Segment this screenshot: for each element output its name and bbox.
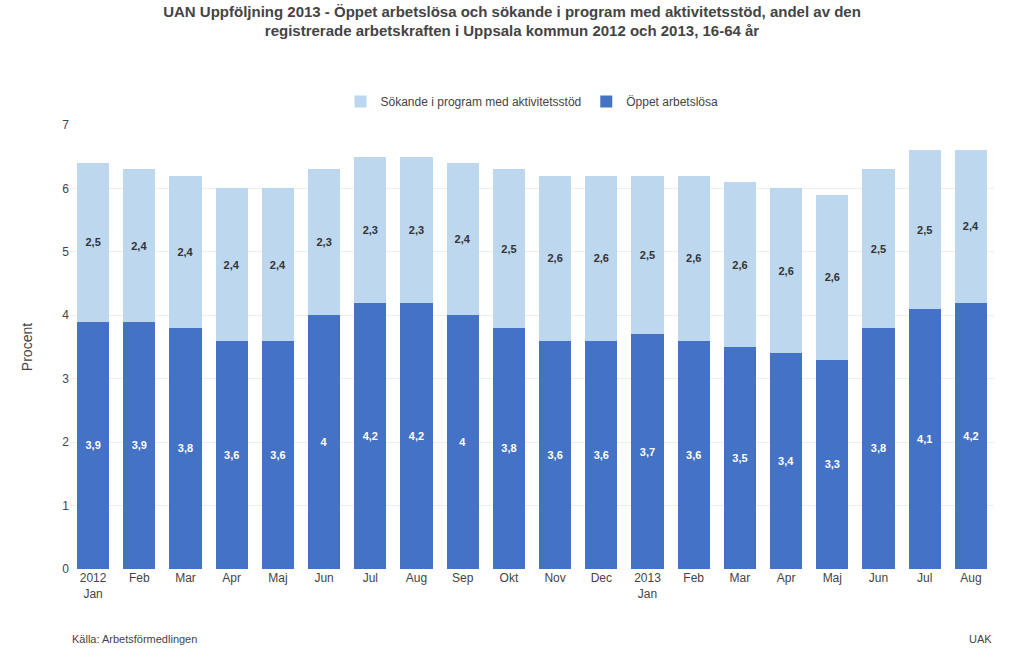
svg-text:Aug: Aug <box>406 571 427 585</box>
svg-text:6: 6 <box>62 182 69 196</box>
svg-text:2,6: 2,6 <box>825 271 840 283</box>
svg-text:2,5: 2,5 <box>640 249 655 261</box>
svg-text:Feb: Feb <box>683 571 704 585</box>
svg-text:3,8: 3,8 <box>871 442 886 454</box>
svg-text:Apr: Apr <box>222 571 241 585</box>
svg-text:3: 3 <box>62 372 69 386</box>
svg-text:4,1: 4,1 <box>917 433 932 445</box>
svg-text:3,9: 3,9 <box>132 439 147 451</box>
svg-text:2,5: 2,5 <box>871 243 886 255</box>
svg-text:Jul: Jul <box>363 571 378 585</box>
svg-text:Nov: Nov <box>544 571 565 585</box>
svg-text:2,5: 2,5 <box>917 224 932 236</box>
svg-text:Öppet arbetslösa: Öppet arbetslösa <box>626 95 718 109</box>
svg-text:3,6: 3,6 <box>547 449 562 461</box>
svg-text:UAN Uppföljning 2013 - Öppet a: UAN Uppföljning 2013 - Öppet arbetslösa … <box>163 3 861 40</box>
svg-text:3,8: 3,8 <box>501 442 516 454</box>
svg-text:3,8: 3,8 <box>178 442 193 454</box>
svg-text:4: 4 <box>321 436 328 448</box>
svg-text:2,3: 2,3 <box>363 224 378 236</box>
svg-text:4,2: 4,2 <box>363 430 378 442</box>
svg-text:4,2: 4,2 <box>963 430 978 442</box>
svg-text:2,5: 2,5 <box>85 236 100 248</box>
svg-text:2,6: 2,6 <box>778 265 793 277</box>
svg-text:4: 4 <box>459 436 466 448</box>
svg-text:3,7: 3,7 <box>640 446 655 458</box>
svg-text:2,4: 2,4 <box>224 259 240 271</box>
svg-text:Sökande i program med aktivite: Sökande i program med aktivitetsstöd <box>381 95 582 109</box>
svg-text:2: 2 <box>62 435 69 449</box>
svg-text:Sep: Sep <box>452 571 474 585</box>
svg-text:2,6: 2,6 <box>686 252 701 264</box>
svg-text:Dec: Dec <box>591 571 612 585</box>
svg-text:3,6: 3,6 <box>686 449 701 461</box>
svg-text:3,6: 3,6 <box>594 449 609 461</box>
svg-text:2,4: 2,4 <box>270 259 286 271</box>
svg-text:2,4: 2,4 <box>455 233 471 245</box>
svg-text:Apr: Apr <box>777 571 796 585</box>
svg-text:Mar: Mar <box>730 571 751 585</box>
svg-text:3,6: 3,6 <box>224 449 239 461</box>
svg-text:2013Jan: 2013Jan <box>634 571 661 601</box>
svg-text:Maj: Maj <box>823 571 842 585</box>
svg-text:3,9: 3,9 <box>85 439 100 451</box>
svg-text:Aug: Aug <box>960 571 981 585</box>
svg-text:Feb: Feb <box>129 571 150 585</box>
svg-text:Jun: Jun <box>314 571 333 585</box>
svg-text:2012Jan: 2012Jan <box>80 571 107 601</box>
svg-text:2,3: 2,3 <box>409 224 424 236</box>
svg-text:Jul: Jul <box>917 571 932 585</box>
svg-text:UAK: UAK <box>969 633 992 645</box>
svg-text:1: 1 <box>62 499 69 513</box>
svg-text:2,6: 2,6 <box>547 252 562 264</box>
svg-text:3,3: 3,3 <box>825 458 840 470</box>
svg-text:3,6: 3,6 <box>270 449 285 461</box>
svg-text:4,2: 4,2 <box>409 430 424 442</box>
svg-text:2,6: 2,6 <box>732 259 747 271</box>
svg-text:7: 7 <box>62 118 69 132</box>
svg-text:2,4: 2,4 <box>177 246 193 258</box>
svg-text:4: 4 <box>62 308 69 322</box>
svg-text:2,6: 2,6 <box>594 252 609 264</box>
svg-text:2,5: 2,5 <box>501 243 516 255</box>
svg-text:Maj: Maj <box>268 571 287 585</box>
svg-text:2,4: 2,4 <box>131 240 147 252</box>
svg-text:0: 0 <box>62 562 69 576</box>
svg-text:Procent: Procent <box>19 323 35 371</box>
svg-text:5: 5 <box>62 245 69 259</box>
svg-text:Källa: Arbetsförmedlingen: Källa: Arbetsförmedlingen <box>72 633 197 645</box>
svg-text:3,4: 3,4 <box>778 455 794 467</box>
svg-text:Okt: Okt <box>500 571 519 585</box>
svg-text:Mar: Mar <box>175 571 196 585</box>
svg-text:Jun: Jun <box>869 571 888 585</box>
svg-text:2,4: 2,4 <box>963 220 979 232</box>
svg-text:2,3: 2,3 <box>316 236 331 248</box>
svg-text:3,5: 3,5 <box>732 452 747 464</box>
